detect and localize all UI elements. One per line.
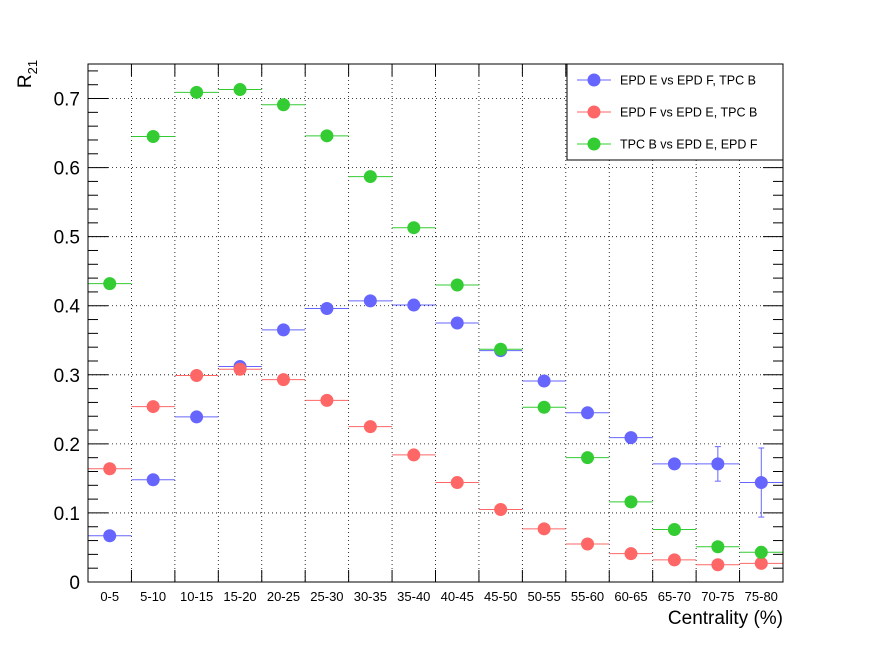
y-axis-title-main: R bbox=[15, 74, 36, 88]
data-point bbox=[537, 374, 551, 388]
x-axis-title: Centrality (%) bbox=[668, 608, 783, 629]
data-point bbox=[624, 495, 638, 509]
x-tick-label: 35-40 bbox=[397, 589, 430, 604]
data-point bbox=[320, 129, 334, 143]
data-point bbox=[407, 298, 421, 312]
data-point bbox=[407, 221, 421, 235]
data-point bbox=[537, 400, 551, 414]
y-tick-label: 0.4 bbox=[54, 297, 81, 318]
data-point bbox=[667, 457, 681, 471]
legend-entry: EPD E vs EPD F, TPC B bbox=[620, 74, 756, 88]
legend-marker bbox=[587, 137, 601, 151]
x-tick-label: 15-20 bbox=[223, 589, 256, 604]
data-point bbox=[754, 476, 768, 490]
data-point bbox=[276, 323, 290, 337]
data-point bbox=[450, 278, 464, 292]
y-axis-title-subscript: 21 bbox=[25, 60, 40, 74]
data-point bbox=[190, 368, 204, 382]
x-tick-label: 50-55 bbox=[527, 589, 560, 604]
x-tick-label: 10-15 bbox=[180, 589, 213, 604]
data-point bbox=[711, 540, 725, 554]
data-point bbox=[537, 522, 551, 536]
y-tick-label: 0.6 bbox=[54, 159, 80, 180]
x-tick-label: 5-10 bbox=[140, 589, 166, 604]
data-point bbox=[320, 393, 334, 407]
y-tick-label: 0.2 bbox=[54, 435, 80, 456]
data-point bbox=[667, 523, 681, 537]
data-point bbox=[276, 98, 290, 112]
data-point bbox=[363, 294, 377, 308]
data-point bbox=[581, 451, 595, 465]
series-2 bbox=[88, 362, 783, 572]
legend-marker bbox=[587, 105, 601, 119]
x-tick-label: 65-70 bbox=[658, 589, 691, 604]
y-tick-label: 0.1 bbox=[54, 504, 80, 525]
x-tick-label: 20-25 bbox=[267, 589, 300, 604]
data-point bbox=[146, 473, 160, 487]
y-tick-label: 0.5 bbox=[54, 228, 80, 249]
series-3 bbox=[88, 83, 783, 559]
y-axis-title: R21 bbox=[15, 60, 40, 88]
data-point bbox=[233, 362, 247, 376]
data-point bbox=[754, 545, 768, 559]
legend-entry: EPD F vs EPD E, TPC B bbox=[620, 106, 757, 120]
data-series bbox=[88, 83, 783, 572]
data-point bbox=[624, 547, 638, 561]
data-point bbox=[103, 462, 117, 476]
legend-entry: TPC B vs EPD E, EPD F bbox=[620, 138, 758, 152]
data-point bbox=[667, 553, 681, 567]
data-point bbox=[103, 529, 117, 543]
data-point bbox=[146, 130, 160, 144]
data-point bbox=[494, 502, 508, 516]
data-point bbox=[190, 410, 204, 424]
legend-marker bbox=[587, 73, 601, 87]
x-tick-label: 70-75 bbox=[701, 589, 734, 604]
data-point bbox=[146, 400, 160, 414]
data-point bbox=[363, 420, 377, 434]
x-tick-label: 75-80 bbox=[745, 589, 778, 604]
y-tick-label: 0 bbox=[69, 573, 80, 594]
data-point bbox=[581, 537, 595, 551]
x-tick-label: 55-60 bbox=[571, 589, 604, 604]
x-tick-label: 45-50 bbox=[484, 589, 517, 604]
data-point bbox=[190, 85, 204, 99]
x-tick-label: 25-30 bbox=[310, 589, 343, 604]
y-tick-label: 0.3 bbox=[54, 366, 80, 387]
x-tick-label: 60-65 bbox=[614, 589, 647, 604]
x-tick-label: 30-35 bbox=[354, 589, 387, 604]
data-point bbox=[711, 558, 725, 572]
data-point bbox=[450, 476, 464, 490]
data-point bbox=[407, 448, 421, 462]
x-tick-label: 0-5 bbox=[100, 589, 119, 604]
axis-labels: 0 0.1 0.2 0.3 0.4 0.5 0.6 0.7 0-5 5-10 10-15 15-20 2… bbox=[54, 90, 778, 604]
data-point bbox=[624, 431, 638, 445]
data-point bbox=[450, 316, 464, 330]
x-tick-label: 40-45 bbox=[441, 589, 474, 604]
data-point bbox=[494, 342, 508, 356]
legend: EPD E vs EPD F, TPC B EPD F vs EPD E, TPC… bbox=[566, 63, 784, 161]
data-point bbox=[276, 373, 290, 387]
data-point bbox=[320, 301, 334, 315]
data-point bbox=[103, 277, 117, 291]
data-point bbox=[754, 556, 768, 570]
data-point bbox=[363, 170, 377, 184]
y-tick-label: 0.7 bbox=[54, 90, 80, 111]
data-point bbox=[233, 83, 247, 97]
data-point bbox=[711, 457, 725, 471]
data-point bbox=[581, 406, 595, 420]
